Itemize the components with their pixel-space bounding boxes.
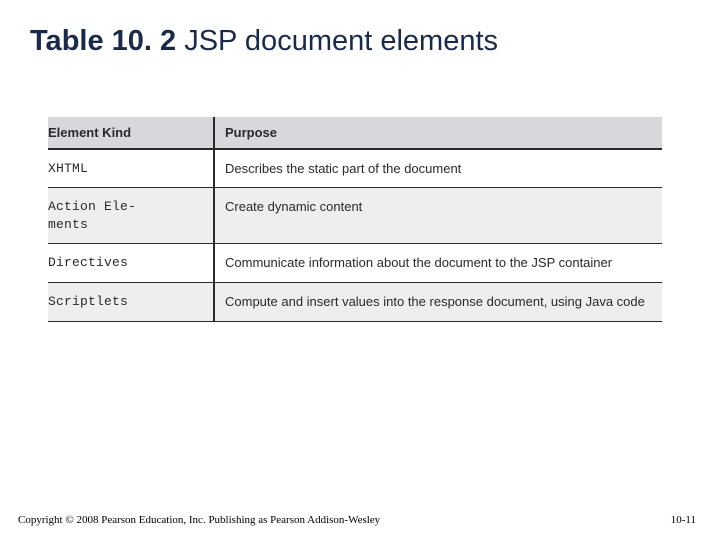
table-row: Scriptlets Compute and insert values int… [48, 282, 662, 321]
table-container: Element Kind Purpose XHTML Describes the… [48, 117, 662, 322]
slide-title: Table 10. 2 JSP document elements [30, 24, 690, 59]
cell-purpose: Create dynamic content [214, 188, 662, 244]
col-header-purpose: Purpose [214, 117, 662, 149]
table-header-row: Element Kind Purpose [48, 117, 662, 149]
table-row: XHTML Describes the static part of the d… [48, 149, 662, 188]
cell-kind: Scriptlets [48, 282, 214, 321]
title-rest: JSP document elements [176, 25, 498, 57]
cell-purpose: Communicate information about the docume… [214, 244, 662, 283]
page-number: 10-11 [671, 514, 696, 526]
cell-kind: XHTML [48, 149, 214, 188]
table-row: Directives Communicate information about… [48, 244, 662, 283]
jsp-elements-table: Element Kind Purpose XHTML Describes the… [48, 117, 662, 322]
col-header-kind: Element Kind [48, 117, 214, 149]
title-label: Table 10. 2 [30, 25, 176, 57]
table-row: Action Ele- ments Create dynamic content [48, 188, 662, 244]
cell-purpose: Compute and insert values into the respo… [214, 282, 662, 321]
cell-kind: Action Ele- ments [48, 188, 214, 244]
slide: Table 10. 2 JSP document elements Elemen… [0, 0, 720, 540]
copyright-footer: Copyright © 2008 Pearson Education, Inc.… [18, 514, 380, 526]
cell-purpose: Describes the static part of the documen… [214, 149, 662, 188]
cell-kind: Directives [48, 244, 214, 283]
